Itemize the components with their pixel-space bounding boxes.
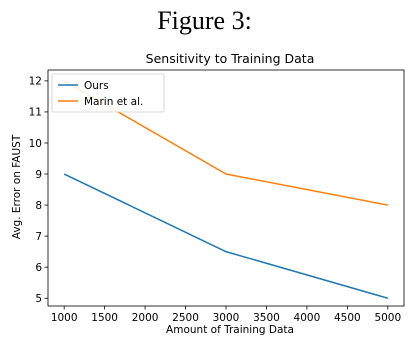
x-axis-label: Amount of Training Data — [166, 324, 294, 336]
x-tick-label: 4500 — [334, 312, 361, 324]
x-tick-label: 2500 — [172, 312, 199, 324]
chart-title: Sensitivity to Training Data — [146, 51, 315, 66]
x-tick-label: 4000 — [294, 312, 321, 324]
y-tick-label: 7 — [35, 231, 42, 243]
y-tick-label: 11 — [29, 107, 42, 119]
legend-box — [51, 73, 165, 113]
legend-label: Marin et al. — [84, 96, 143, 108]
y-tick-label: 12 — [29, 76, 42, 88]
figure-caption: Figure 3: — [157, 6, 252, 35]
x-tick-label: 3500 — [253, 312, 280, 324]
y-tick-label: 5 — [35, 293, 42, 305]
plot-area: 1000 1500 2000 2500 3000 3500 4000 4500 5000 5 6 7 8… — [29, 69, 405, 324]
y-tick-label: 10 — [29, 138, 42, 150]
x-tick-label: 5000 — [374, 312, 401, 324]
y-tick-label: 9 — [35, 169, 42, 181]
x-tick-label: 1500 — [91, 312, 118, 324]
series-line-ours — [63, 173, 389, 299]
x-tick-label: 2000 — [132, 312, 159, 324]
legend-label: Ours — [84, 80, 109, 92]
y-axis-label: Avg. Error on FAUST — [11, 134, 23, 239]
y-tick-label: 6 — [35, 262, 42, 274]
y-tick-label: 8 — [35, 200, 42, 212]
x-tick-label: 1000 — [51, 312, 78, 324]
legend: Ours Marin et al. — [51, 73, 165, 113]
x-tick-label: 3000 — [213, 312, 240, 324]
